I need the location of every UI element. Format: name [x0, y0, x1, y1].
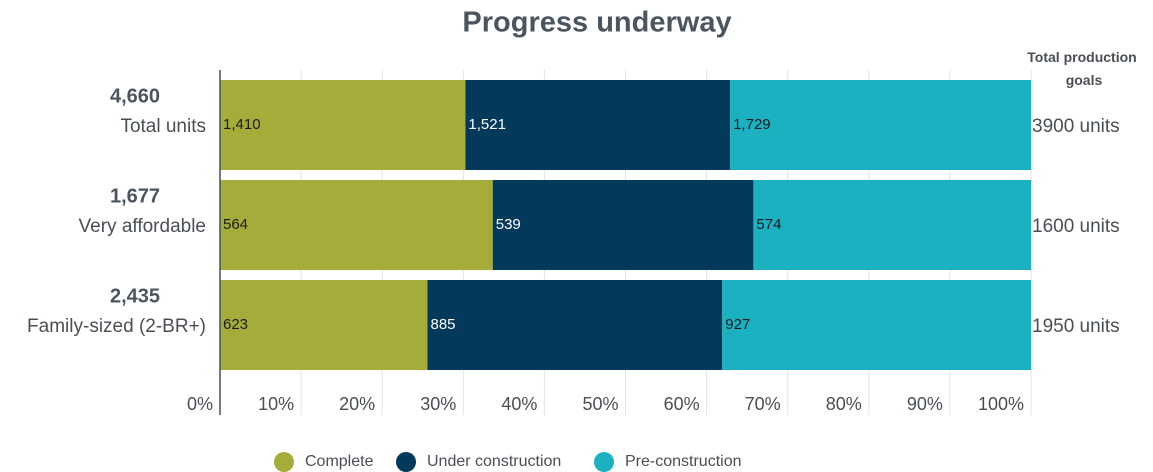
bar-segment [220, 80, 466, 170]
category-label: Very affordable [79, 216, 206, 237]
data-label: 539 [496, 216, 521, 233]
data-label: 564 [223, 216, 248, 233]
data-label: 1,521 [468, 116, 506, 133]
legend-swatch [274, 452, 294, 472]
category-total: 4,660 [110, 85, 160, 107]
goals-title: Total production goals [1027, 49, 1136, 88]
goal-label: 1950 units [1032, 316, 1120, 337]
category-total: 1,677 [110, 185, 160, 207]
category-label: Total units [120, 116, 206, 137]
goal-label: 3900 units [1032, 116, 1120, 137]
x-tick-label: 0% [187, 394, 213, 414]
bar-segment [465, 80, 731, 170]
bar-segment [220, 180, 493, 270]
legend-swatch [396, 452, 416, 472]
x-tick-label: 90% [907, 394, 943, 414]
x-tick-label: 60% [664, 394, 700, 414]
legend-swatch [594, 452, 614, 472]
x-tick-label: 80% [826, 394, 862, 414]
data-label: 1,410 [223, 116, 261, 133]
x-tick-label: 40% [501, 394, 537, 414]
category-label: Family-sized (2-BR+) [27, 316, 206, 337]
data-label: 927 [725, 316, 750, 333]
data-label: 885 [430, 316, 455, 333]
bar-segment [753, 180, 1031, 270]
x-tick-label: 50% [582, 394, 618, 414]
bar-segment [427, 280, 723, 370]
bar-segment [492, 180, 754, 270]
category-total: 2,435 [110, 285, 160, 307]
x-tick-label: 70% [745, 394, 781, 414]
x-tick-label: 30% [420, 394, 456, 414]
data-label: 574 [756, 216, 781, 233]
legend-label: Complete [305, 453, 374, 470]
bar-segment [730, 80, 1031, 170]
bar-segment [220, 280, 428, 370]
x-tick-label: 20% [339, 394, 375, 414]
data-label: 1,729 [733, 116, 771, 133]
chart-title: Progress underway [462, 7, 731, 39]
x-tick-label: 10% [258, 394, 294, 414]
legend-label: Under construction [427, 453, 561, 470]
legend-label: Pre-construction [625, 453, 742, 470]
bar-segment [722, 280, 1031, 370]
x-tick-label: 100% [978, 394, 1024, 414]
goal-label: 1600 units [1032, 216, 1120, 237]
data-label: 623 [223, 316, 248, 333]
